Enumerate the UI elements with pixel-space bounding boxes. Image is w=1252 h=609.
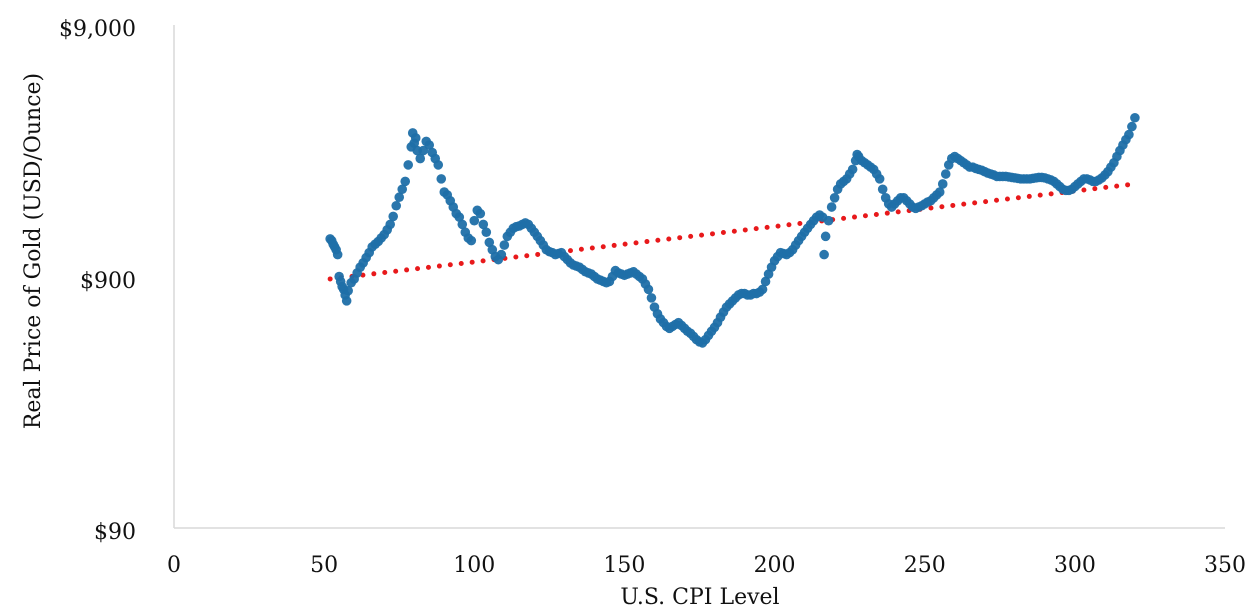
scatter-point bbox=[829, 192, 840, 203]
x-tick-label-50: 50 bbox=[310, 553, 338, 578]
scatter-point bbox=[418, 145, 429, 156]
point-layer bbox=[325, 112, 1140, 348]
trendline bbox=[327, 181, 1138, 282]
scatter-point bbox=[410, 133, 421, 143]
scatter-point bbox=[424, 140, 435, 150]
scatter-point bbox=[847, 164, 858, 175]
scatter-point bbox=[940, 169, 951, 179]
scatter-point bbox=[388, 211, 399, 222]
x-tick-label-150: 150 bbox=[603, 553, 645, 578]
trendline-layer bbox=[327, 181, 1138, 282]
x-tick-label-300: 300 bbox=[1054, 553, 1096, 578]
scatter-point bbox=[415, 153, 426, 164]
x-tick-label-200: 200 bbox=[754, 553, 796, 578]
y-tick-label-90: $90 bbox=[94, 520, 136, 545]
scatter-point bbox=[877, 184, 888, 195]
y-tick-label-9000: $9,000 bbox=[59, 17, 136, 42]
scatter-point bbox=[481, 227, 492, 238]
scatter-point bbox=[499, 240, 510, 250]
scatter-point bbox=[343, 285, 353, 296]
scatter-point bbox=[760, 276, 771, 287]
scatter-point bbox=[436, 174, 447, 184]
scatter-point bbox=[454, 212, 465, 222]
x-tick-labels: 0 50 100 150 200 250 300 350 bbox=[167, 553, 1246, 578]
scatter-point bbox=[496, 249, 507, 260]
scatter-point bbox=[397, 184, 408, 195]
scatter-point bbox=[457, 219, 468, 230]
scatter-point bbox=[332, 249, 343, 260]
y-tick-label-900: $900 bbox=[80, 269, 136, 294]
scatter-point bbox=[403, 160, 414, 170]
scatter-point bbox=[341, 296, 352, 306]
scatter-point bbox=[469, 215, 480, 226]
scatter-point bbox=[394, 192, 405, 203]
scatter-point bbox=[1130, 112, 1140, 123]
scatter-point bbox=[646, 293, 657, 303]
scatter-point bbox=[391, 200, 402, 211]
x-tick-label-250: 250 bbox=[904, 553, 946, 578]
scatter-point bbox=[385, 219, 396, 230]
scatter-point bbox=[478, 219, 489, 230]
scatter-point bbox=[475, 208, 486, 219]
x-tick-label-100: 100 bbox=[453, 553, 495, 578]
scatter-point bbox=[1127, 121, 1137, 132]
x-tick-label-0: 0 bbox=[167, 553, 181, 578]
scatter-point bbox=[433, 160, 444, 170]
scatter-point bbox=[757, 284, 768, 295]
scatter-point bbox=[1124, 129, 1134, 140]
scatter-point bbox=[820, 231, 831, 242]
scatter-point bbox=[466, 235, 477, 246]
scatter-point bbox=[643, 284, 654, 295]
scatter-point bbox=[823, 215, 834, 226]
scatter-point bbox=[819, 249, 829, 260]
x-tick-label-350: 350 bbox=[1204, 553, 1246, 578]
scatter-point bbox=[484, 237, 495, 248]
scatter-point bbox=[874, 174, 885, 184]
scatter-point bbox=[937, 179, 948, 189]
y-axis-title: Real Price of Gold (USD/Ounce) bbox=[21, 73, 46, 429]
scatter-point bbox=[826, 202, 837, 212]
x-axis-title: U.S. CPI Level bbox=[620, 585, 779, 609]
scatter-point bbox=[934, 187, 945, 197]
scatter-point bbox=[400, 176, 411, 187]
